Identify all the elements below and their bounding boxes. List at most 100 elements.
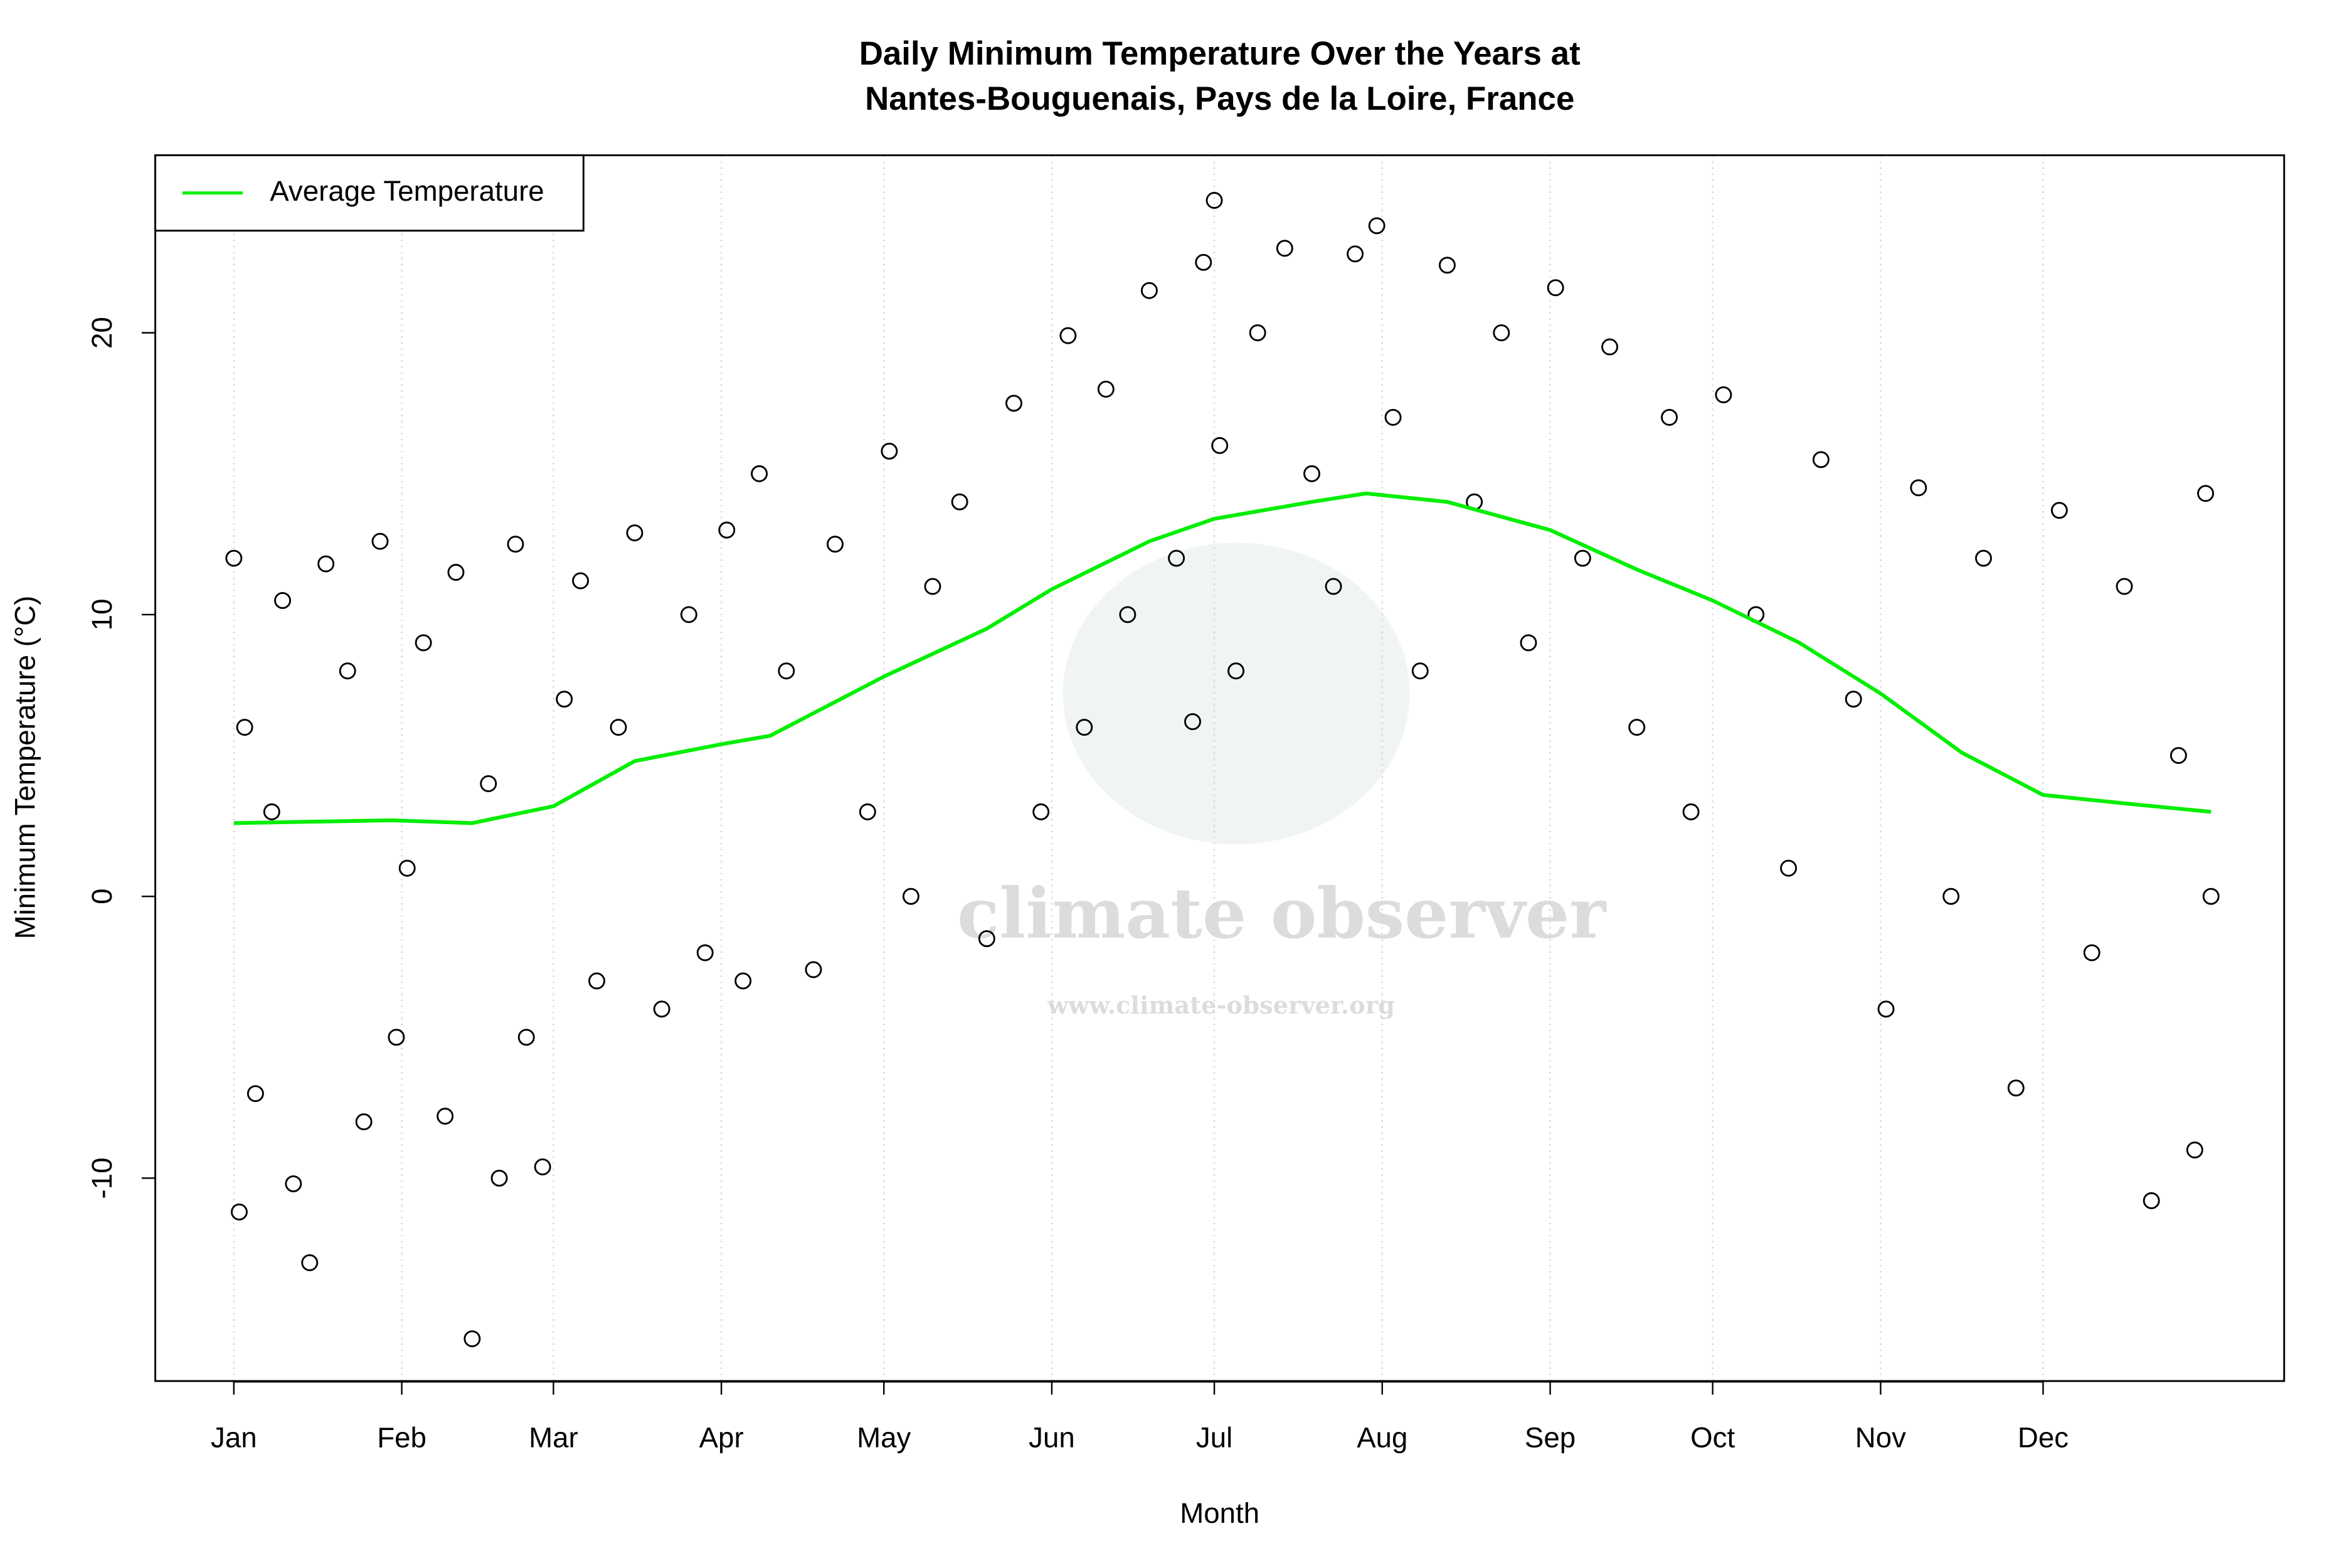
point [1661, 408, 1678, 426]
x-tick-label: Jan [211, 1422, 257, 1454]
point [1168, 549, 1185, 567]
point [1347, 245, 1364, 263]
point [1076, 719, 1093, 736]
point [1059, 327, 1077, 344]
point [2202, 887, 2220, 905]
point [1975, 549, 1992, 567]
point [978, 930, 995, 948]
watermark-logo [1062, 543, 1410, 845]
point [371, 532, 389, 550]
point [610, 719, 627, 736]
x-tick-label: Oct [1690, 1422, 1735, 1454]
point [317, 555, 335, 573]
point [437, 1108, 454, 1125]
point [653, 1000, 670, 1018]
point [2050, 502, 2068, 519]
point [778, 662, 795, 680]
point [2197, 485, 2215, 502]
point [2007, 1079, 2025, 1097]
point [1276, 240, 1293, 257]
x-tick-label: Apr [699, 1422, 744, 1454]
x-axis-label: Month [1180, 1497, 1259, 1529]
point [2169, 747, 2187, 765]
x-tick-label: Aug [1357, 1422, 1407, 1454]
x-tick-label: Dec [2018, 1422, 2069, 1454]
y-tick-label: -10 [86, 1157, 118, 1199]
point [1910, 479, 1927, 497]
point [447, 564, 465, 581]
point [751, 465, 768, 482]
point [859, 803, 876, 820]
point [1520, 634, 1537, 652]
point [2186, 1142, 2203, 1158]
chart-subtitle: Nantes-Bouguenais, Pays de la Loire, Fra… [865, 80, 1574, 117]
point [1384, 408, 1402, 426]
point [1195, 253, 1212, 271]
x-tick-label: Sep [1525, 1422, 1576, 1454]
y-tick-label: 0 [86, 888, 118, 904]
point [734, 972, 752, 990]
point [572, 572, 590, 590]
point [415, 634, 432, 652]
point [339, 662, 356, 680]
x-tick-label: May [857, 1422, 911, 1454]
point [480, 775, 497, 792]
point [225, 549, 243, 567]
point [805, 961, 822, 978]
point [1227, 662, 1245, 680]
point [718, 521, 736, 539]
point [355, 1113, 373, 1131]
x-tick-label: Jul [1196, 1422, 1232, 1454]
x-tick-label: Jun [1029, 1422, 1075, 1454]
point [1715, 386, 1732, 403]
watermark: climate observer [957, 873, 1607, 955]
point [1249, 324, 1266, 342]
point [1601, 338, 1619, 356]
point [1780, 859, 1798, 877]
point [1411, 662, 1429, 680]
point [924, 578, 941, 595]
x-tick-label: Mar [529, 1422, 578, 1454]
point [1628, 719, 1646, 736]
point [517, 1029, 535, 1046]
point [1682, 803, 1700, 820]
y-tick-label: 20 [86, 317, 118, 349]
point [534, 1158, 551, 1175]
point [1325, 578, 1342, 595]
point [398, 859, 416, 877]
point [1877, 1000, 1895, 1018]
point [680, 606, 697, 623]
average-line [233, 491, 2212, 825]
point [951, 493, 968, 511]
point [1368, 217, 1385, 235]
point [1493, 324, 1510, 342]
point [1845, 691, 1862, 708]
watermark-url: www.climate-observer.org [1047, 992, 1395, 1020]
chart-title: Daily Minimum Temperature Over the Years… [859, 35, 1581, 72]
point [464, 1330, 481, 1347]
x-tick-label: Nov [1855, 1422, 1906, 1454]
point [263, 803, 280, 820]
point [1119, 606, 1136, 623]
point [2083, 944, 2100, 961]
point [507, 536, 524, 553]
plot-frame [154, 154, 2286, 1382]
point [1547, 279, 1564, 297]
point [902, 887, 919, 905]
point [490, 1169, 508, 1187]
point [236, 719, 253, 736]
point [1097, 381, 1115, 398]
point [827, 536, 844, 553]
point [1032, 803, 1050, 820]
point [231, 1203, 248, 1221]
point [388, 1029, 405, 1046]
point [588, 972, 605, 990]
point [556, 691, 573, 708]
legend-label: Average Temperature [270, 175, 544, 207]
point [301, 1254, 319, 1271]
point [1303, 465, 1320, 482]
y-axis-label: Minimum Temperature (°C) [9, 596, 41, 940]
point [626, 524, 644, 542]
